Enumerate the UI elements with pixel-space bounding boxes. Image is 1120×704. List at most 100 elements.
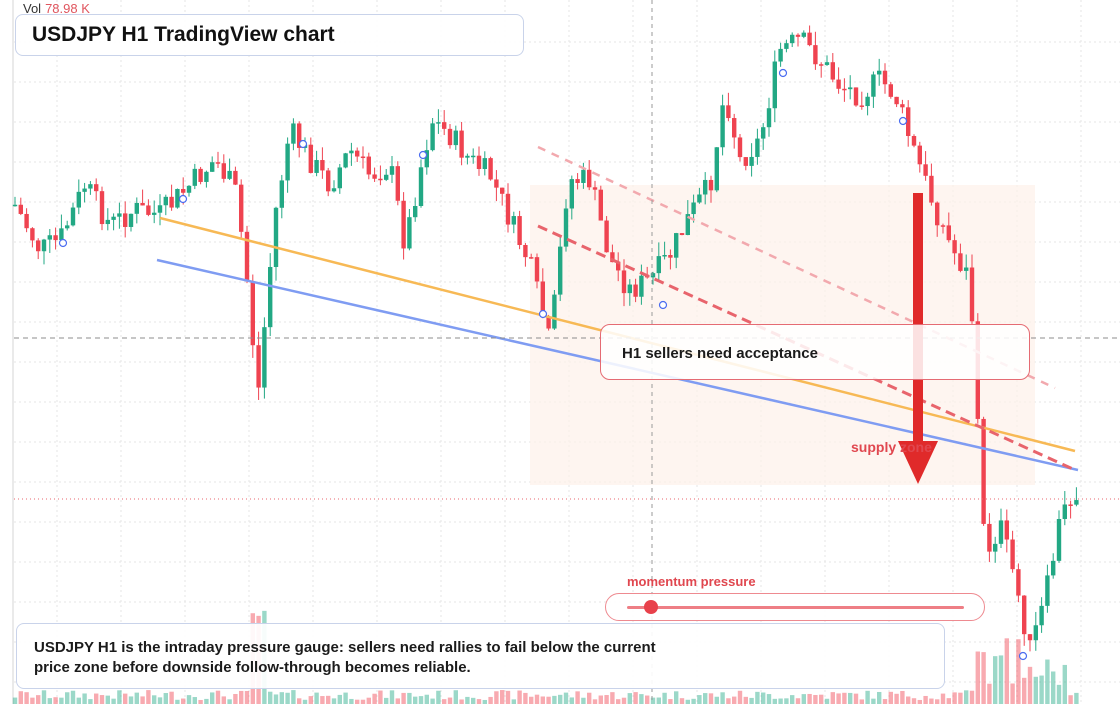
candle (314, 150, 319, 177)
volume-bar (53, 697, 58, 704)
volume-bar (726, 698, 731, 704)
candle (453, 125, 458, 150)
candle (558, 235, 563, 302)
candle (250, 274, 255, 358)
volume-bar (1010, 683, 1015, 704)
candle (824, 55, 830, 66)
candle (755, 128, 760, 165)
volume-bar (801, 694, 806, 704)
candle (946, 212, 951, 243)
candle (911, 134, 917, 148)
volume-bar (1074, 692, 1079, 704)
candle (175, 188, 180, 209)
volume-bar (123, 693, 128, 704)
candle (842, 78, 847, 102)
volume-bar (163, 693, 168, 704)
volume-bar (917, 699, 922, 704)
candle (53, 227, 58, 250)
candle (848, 75, 853, 100)
candle (285, 137, 290, 193)
volume-bar (964, 690, 969, 704)
volume-bar (662, 692, 667, 704)
volume-bar (140, 696, 145, 704)
volume-bar (210, 692, 215, 704)
volume-bar (877, 691, 882, 704)
candle (1068, 500, 1073, 519)
volume-bar (679, 698, 685, 704)
volume-bar (36, 695, 41, 704)
volume-bar (1004, 638, 1009, 704)
momentum-gauge[interactable] (605, 593, 985, 621)
volume-bar (407, 692, 412, 704)
swing-marker (418, 150, 428, 160)
candle (471, 148, 476, 164)
gauge-knob[interactable] (643, 600, 658, 614)
swing-marker (1018, 651, 1028, 661)
candle (923, 151, 928, 181)
candle (969, 254, 975, 324)
volume-bar (865, 690, 870, 704)
volume-bar (500, 690, 505, 704)
volume-bar (1033, 676, 1038, 704)
volume-bar (795, 698, 801, 704)
candle (291, 118, 296, 151)
candle (163, 194, 168, 216)
swing-marker (178, 194, 188, 204)
candle (784, 39, 789, 53)
volume-bar (911, 698, 917, 704)
candle (360, 146, 366, 169)
volume-bar (569, 697, 574, 704)
candle (836, 67, 841, 94)
volume-bar (331, 698, 337, 704)
candle (47, 229, 52, 253)
chart-title: USDJPY H1 TradingView chart (32, 23, 335, 46)
volume-bar (766, 694, 772, 704)
candle (401, 192, 406, 260)
volume-bar (360, 699, 366, 704)
volume-bar (447, 697, 453, 704)
volume-bar (882, 699, 888, 704)
volume-bar (743, 696, 748, 704)
volume-bar (285, 692, 290, 704)
volume-bar (691, 698, 696, 704)
volume-bar (76, 697, 81, 704)
volume-bar (70, 690, 76, 704)
volume-bar (563, 692, 569, 704)
sellers-callout: H1 sellers need acceptance (600, 324, 1030, 380)
volume-bar (894, 693, 899, 704)
volume-label: Vol (23, 1, 42, 16)
candle (395, 161, 400, 206)
candle (894, 96, 899, 108)
volume-bar (575, 691, 580, 704)
volume-bar (175, 699, 180, 704)
swing-marker (658, 300, 668, 310)
volume-bar (436, 690, 441, 704)
volume-bar (244, 691, 250, 704)
volume-bar (749, 697, 754, 704)
volume-bar (221, 696, 226, 704)
candle (888, 82, 893, 99)
candle (1045, 564, 1050, 613)
candle (964, 254, 969, 280)
candle (24, 208, 29, 233)
candle (262, 317, 267, 399)
candle (529, 253, 534, 259)
candle (192, 163, 197, 190)
candle (198, 166, 203, 185)
volume-bar (830, 692, 835, 704)
candle (447, 124, 453, 149)
candle (517, 210, 522, 250)
candle (807, 25, 812, 47)
candle (326, 167, 331, 197)
volume-bar (47, 698, 52, 704)
candle (99, 186, 105, 231)
candle (65, 220, 70, 231)
candle (210, 156, 215, 172)
swing-marker (538, 309, 548, 319)
candle (82, 182, 87, 203)
volume-bar (1062, 664, 1067, 704)
volume-bar (349, 698, 354, 704)
volume-bar (900, 690, 905, 704)
volume-bar (940, 693, 946, 704)
